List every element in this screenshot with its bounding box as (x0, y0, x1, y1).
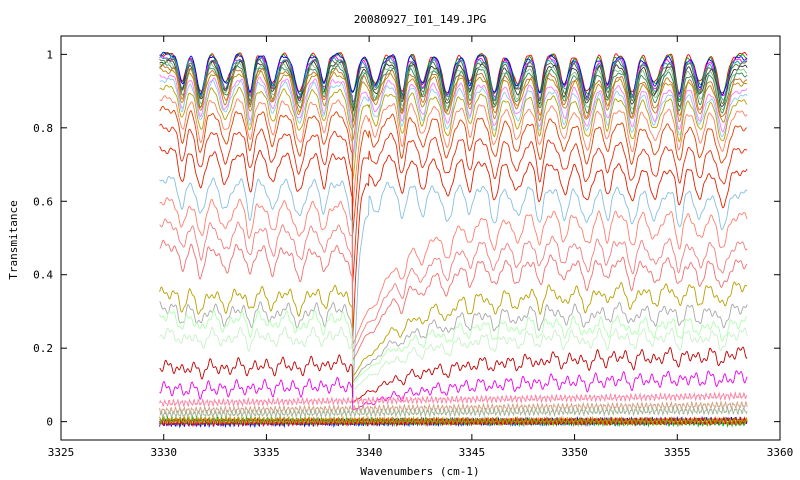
spectrum-series-line (159, 105, 748, 234)
y-tick-label: 0.4 (33, 269, 53, 282)
spectrum-series-line (159, 64, 748, 129)
spectrum-series-line (159, 84, 748, 180)
x-tick-label: 3355 (664, 446, 691, 459)
spectrum-series-line (159, 175, 748, 403)
x-axis-label: Wavenumbers (cm-1) (360, 465, 479, 478)
y-tick-label: 1 (46, 48, 53, 61)
plot-frame (60, 35, 781, 441)
y-tick-label: 0.8 (33, 122, 53, 135)
spectrum-series-line (159, 77, 748, 163)
x-tick-label: 3325 (48, 446, 75, 459)
series-group (159, 51, 748, 429)
spectrum-series-line (159, 346, 748, 404)
chart-title: 20080927_I01_149.JPG (354, 13, 486, 26)
x-tick-label: 3345 (459, 446, 486, 459)
spectrum-series-line (159, 405, 748, 420)
y-tick-label: 0.6 (33, 195, 53, 208)
x-tick-label: 3360 (767, 446, 794, 459)
x-tick-label: 3350 (561, 446, 588, 459)
spectrum-series-line (159, 370, 748, 411)
spectrum-series-line (159, 59, 748, 112)
spectrum-series-line (159, 62, 748, 123)
spectrum-series-line (159, 197, 748, 345)
spectrum-series-line (159, 309, 748, 386)
spectrum-series-line (159, 67, 748, 141)
spectrum-series-line (159, 218, 748, 354)
spectrum-series-line (159, 400, 748, 416)
x-tick-label: 3330 (150, 446, 177, 459)
spectrum-series-line (159, 391, 748, 408)
x-tick-label: 3340 (356, 446, 383, 459)
spectrum-series-line (159, 301, 748, 383)
spectrum-series-line (159, 61, 748, 118)
y-tick-label: 0.2 (33, 342, 53, 355)
spectrum-series-line (159, 415, 748, 427)
axis-ticks: 3325 3330 3335 3340 3345 3350 3355 3360 0 0.2 0.4 0… (33, 36, 793, 459)
spectrum-series-line (159, 281, 748, 378)
spectrum-series-line (159, 95, 748, 207)
spectrum-series-line (159, 145, 748, 339)
spectrum-series-line (159, 326, 748, 392)
y-tick-label: 0 (46, 416, 53, 429)
x-tick-label: 3335 (253, 446, 280, 459)
y-axis-label: Transmitance (7, 200, 20, 279)
spectrum-series-line (159, 239, 748, 362)
spectrum-series-line (159, 123, 748, 283)
